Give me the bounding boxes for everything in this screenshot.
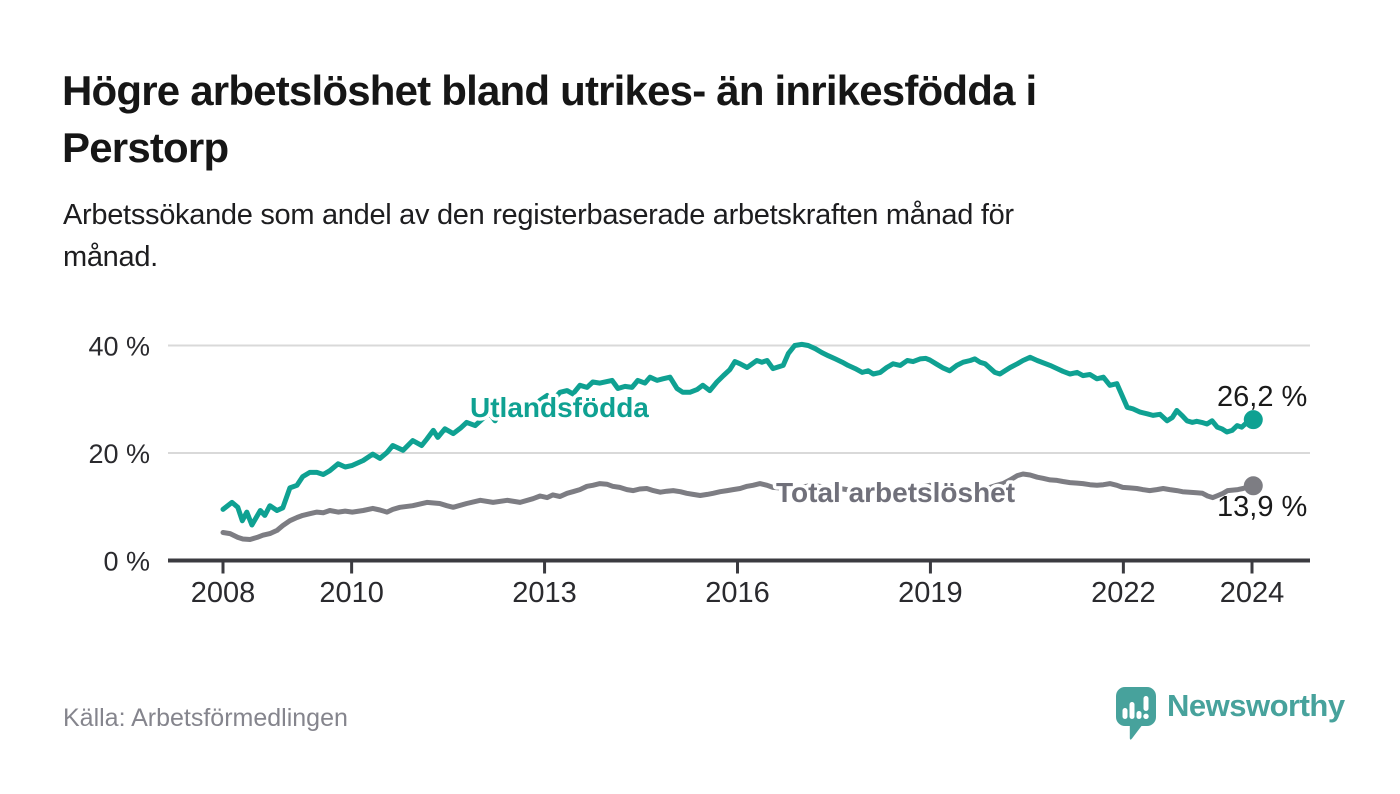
page-title: Högre arbetslöshet bland utrikes- än inr… [62,62,1362,176]
x-tick-label-2013: 2013 [512,577,577,609]
page-title-line-1: Högre arbetslöshet bland utrikes- än inr… [62,67,1037,114]
page-title-line-2: Perstorp [62,124,229,171]
x-tick-label-2008: 2008 [191,577,256,609]
series-end-dot-total-arbetsl-shet [1243,476,1263,496]
y-tick-label-20: 20 % [88,439,150,469]
series-end-dot-utlandsf-dda [1243,410,1263,430]
page-subtitle-line-1: Arbetssökande som andel av den registerb… [63,199,1014,231]
x-tick-label-2016: 2016 [705,577,770,609]
exclamation-dot-glyph [1143,713,1149,719]
x-tick-label-2019: 2019 [898,577,963,609]
y-tick-label-0: 0 % [103,547,150,577]
series-end-value-utlandsf-dda: 26,2 % [1217,381,1307,413]
brand-name: Newsworthy [1167,688,1345,723]
newsworthy-logo-icon [1116,687,1156,740]
bar-glyph-3 [1136,711,1142,719]
exclamation-bar-glyph [1143,696,1149,711]
series-line-total-arbetsl-shet [220,471,1256,542]
y-tick-label-40: 40 % [88,332,150,362]
series-end-value-total-arbetsl-shet: 13,9 % [1217,491,1307,523]
newsworthy-brand: Newsworthy [1115,686,1345,740]
series-label-total-arbetsl-shet: Total arbetslöshet [776,477,1015,508]
bar-glyph-1 [1122,708,1128,719]
page-subtitle: Arbetssökande som andel av den registerb… [63,194,1283,278]
source-note: Källa: Arbetsförmedlingen [63,704,348,732]
series-line-utlandsf-dda [220,341,1256,528]
page-subtitle-line-2: månad. [63,241,158,273]
x-tick-label-2024: 2024 [1220,577,1285,609]
x-tick-label-2022: 2022 [1091,577,1156,609]
speech-bubble-shape [1116,687,1156,740]
x-tick-label-2010: 2010 [319,577,384,609]
bar-glyph-2 [1129,702,1135,719]
series-label-utlandsf-dda: Utlandsfödda [470,392,649,423]
